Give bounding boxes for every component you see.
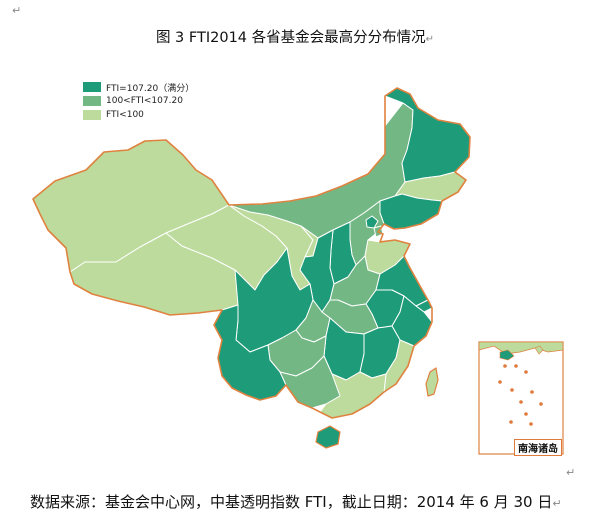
province-beijing[interactable] <box>365 215 379 229</box>
legend-swatch-high <box>83 82 101 92</box>
legend-swatch-mid <box>83 96 101 106</box>
province-hainan[interactable] <box>315 425 341 449</box>
paragraph-mark-2: ↵ <box>566 466 576 479</box>
legend-label-high: FTI=107.20（满分） <box>106 83 195 94</box>
legend-label-low: FTI<100 <box>106 110 144 120</box>
island-dot <box>509 420 513 424</box>
island-dot <box>514 364 518 368</box>
legend-item-low: FTI<100 <box>83 108 194 122</box>
inset-frame <box>478 341 564 455</box>
island-dot <box>503 364 507 368</box>
title-paragraph-mark: ↵ <box>425 34 435 45</box>
legend-label-mid: 100<FTI<107.20 <box>106 96 183 106</box>
source-text: 数据来源：基金会中心网，中基透明指数 FTI，截止日期：2014 年 6 月 3… <box>30 493 553 511</box>
inset-label: 南海诸岛 <box>514 439 562 456</box>
legend: FTI=107.20（满分） 100<FTI<107.20 FTI<100 <box>83 80 194 122</box>
legend-swatch-low <box>83 110 101 120</box>
south-china-sea-inset <box>478 341 564 455</box>
source-paragraph-mark: ↵ <box>552 497 562 510</box>
island-dot <box>539 402 543 406</box>
island-dot <box>524 370 528 374</box>
china-outer-border <box>32 87 471 419</box>
island-dot <box>498 380 502 384</box>
data-source-caption: 数据来源：基金会中心网，中基透明指数 FTI，截止日期：2014 年 6 月 3… <box>30 491 562 512</box>
province-taiwan[interactable] <box>425 367 439 397</box>
inset-taiwan <box>534 345 544 355</box>
legend-item-high: FTI=107.20（满分） <box>83 80 194 94</box>
island-dot <box>510 388 514 392</box>
island-dot <box>524 412 528 416</box>
island-dot <box>530 390 534 394</box>
inset-hainan <box>499 349 515 361</box>
title-text: 图 3 FTI2014 各省基金会最高分分布情况 <box>155 30 426 46</box>
island-dot <box>529 422 533 426</box>
figure-title: 图 3 FTI2014 各省基金会最高分分布情况↵ <box>0 26 590 47</box>
paragraph-mark: ↵ <box>12 4 22 17</box>
island-dot <box>519 400 523 404</box>
island-dots <box>498 364 543 426</box>
legend-item-mid: 100<FTI<107.20 <box>83 94 194 108</box>
